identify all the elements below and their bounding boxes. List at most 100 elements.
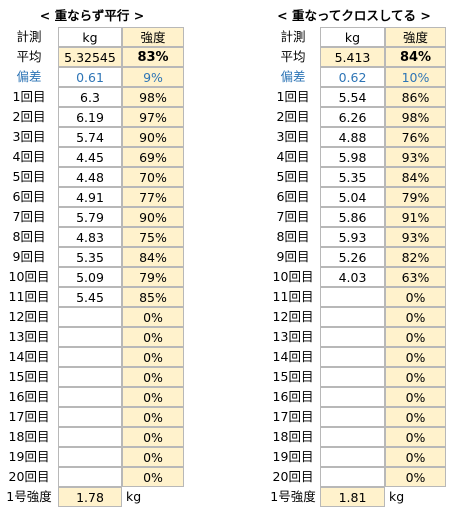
kg-cell: [58, 407, 122, 427]
average-strength: 84%: [385, 47, 446, 67]
header-label: 計測: [280, 29, 306, 44]
footer-label: 1号強度: [270, 489, 316, 504]
strength-cell: 0%: [122, 427, 184, 447]
kg-cell: 4.45: [58, 147, 122, 167]
row-label: 18回目: [8, 429, 50, 444]
average-kg: 5.32545: [58, 47, 122, 67]
kg-cell: 5.35: [320, 167, 385, 187]
row-label: 3回目: [12, 129, 46, 144]
row-label: 9回目: [12, 249, 46, 264]
kg-cell: 5.26: [320, 247, 385, 267]
row-label: 2回目: [12, 109, 46, 124]
row-label: 14回目: [8, 349, 50, 364]
strength-cell: 76%: [385, 127, 446, 147]
row-label: 18回目: [272, 429, 314, 444]
footer-unit: kg: [389, 489, 405, 504]
strength-cell: 0%: [385, 367, 446, 387]
kg-cell: [320, 407, 385, 427]
strength-cell: 75%: [122, 227, 184, 247]
kg-cell: [58, 427, 122, 447]
row-label: 5回目: [276, 169, 310, 184]
row-label: 4回目: [276, 149, 310, 164]
strength-cell: 79%: [122, 267, 184, 287]
header-cell: kg: [58, 27, 122, 47]
row-label: 10回目: [8, 269, 50, 284]
row-label: 8回目: [12, 229, 46, 244]
strength-cell: 79%: [385, 187, 446, 207]
header-cell: 強度: [122, 27, 184, 47]
strength-cell: 0%: [122, 387, 184, 407]
row-label: 11回目: [8, 289, 50, 304]
row-label: 7回目: [276, 209, 310, 224]
strength-cell: 63%: [385, 267, 446, 287]
footer-unit: kg: [126, 489, 142, 504]
strength-cell: 0%: [385, 287, 446, 307]
row-label: 6回目: [12, 189, 46, 204]
kg-cell: [58, 367, 122, 387]
strength-cell: 77%: [122, 187, 184, 207]
row-label: 13回目: [272, 329, 314, 344]
row-label: 偏差: [16, 69, 42, 84]
footer-value: 1.81: [320, 487, 385, 507]
row-label: 4回目: [12, 149, 46, 164]
strength-cell: 0%: [122, 307, 184, 327]
strength-cell: 84%: [385, 167, 446, 187]
row-label: 12回目: [8, 309, 50, 324]
row-label: 17回目: [8, 409, 50, 424]
strength-cell: 0%: [385, 447, 446, 467]
row-label: 3回目: [276, 129, 310, 144]
kg-cell: [320, 347, 385, 367]
row-label: 15回目: [272, 369, 314, 384]
row-label: 2回目: [276, 109, 310, 124]
row-label: 1回目: [12, 89, 46, 104]
strength-cell: 97%: [122, 107, 184, 127]
kg-cell: [58, 387, 122, 407]
row-label: 19回目: [8, 449, 50, 464]
strength-cell: 93%: [385, 227, 446, 247]
row-label: 19回目: [272, 449, 314, 464]
row-label: 5回目: [12, 169, 46, 184]
kg-cell: [320, 307, 385, 327]
kg-cell: [320, 387, 385, 407]
kg-cell: [320, 467, 385, 487]
deviation-strength: 10%: [385, 67, 446, 87]
kg-cell: 4.48: [58, 167, 122, 187]
strength-cell: 84%: [122, 247, 184, 267]
table-title: < 重ならず平行 >: [39, 8, 145, 23]
strength-cell: 82%: [385, 247, 446, 267]
strength-cell: 0%: [385, 347, 446, 367]
strength-cell: 98%: [122, 87, 184, 107]
header-cell: 強度: [385, 27, 446, 47]
strength-cell: 0%: [385, 387, 446, 407]
strength-cell: 0%: [385, 427, 446, 447]
row-label: 14回目: [272, 349, 314, 364]
average-strength: 83%: [122, 47, 184, 67]
kg-cell: 4.03: [320, 267, 385, 287]
kg-cell: [58, 327, 122, 347]
strength-cell: 70%: [122, 167, 184, 187]
kg-cell: 5.54: [320, 87, 385, 107]
kg-cell: 5.45: [58, 287, 122, 307]
row-label: 16回目: [272, 389, 314, 404]
row-label: 20回目: [272, 469, 314, 484]
row-label: 1回目: [276, 89, 310, 104]
row-label: 13回目: [8, 329, 50, 344]
deviation-strength: 9%: [122, 67, 184, 87]
row-label: 20回目: [8, 469, 50, 484]
kg-cell: 5.93: [320, 227, 385, 247]
row-label: 15回目: [8, 369, 50, 384]
strength-cell: 85%: [122, 287, 184, 307]
kg-cell: [320, 447, 385, 467]
strength-cell: 69%: [122, 147, 184, 167]
strength-cell: 0%: [385, 467, 446, 487]
row-label: 16回目: [8, 389, 50, 404]
kg-cell: [58, 467, 122, 487]
deviation-kg: 0.61: [58, 67, 122, 87]
strength-cell: 91%: [385, 207, 446, 227]
kg-cell: [58, 447, 122, 467]
strength-cell: 93%: [385, 147, 446, 167]
kg-cell: [320, 367, 385, 387]
kg-cell: 4.91: [58, 187, 122, 207]
kg-cell: 6.3: [58, 87, 122, 107]
strength-cell: 90%: [122, 127, 184, 147]
